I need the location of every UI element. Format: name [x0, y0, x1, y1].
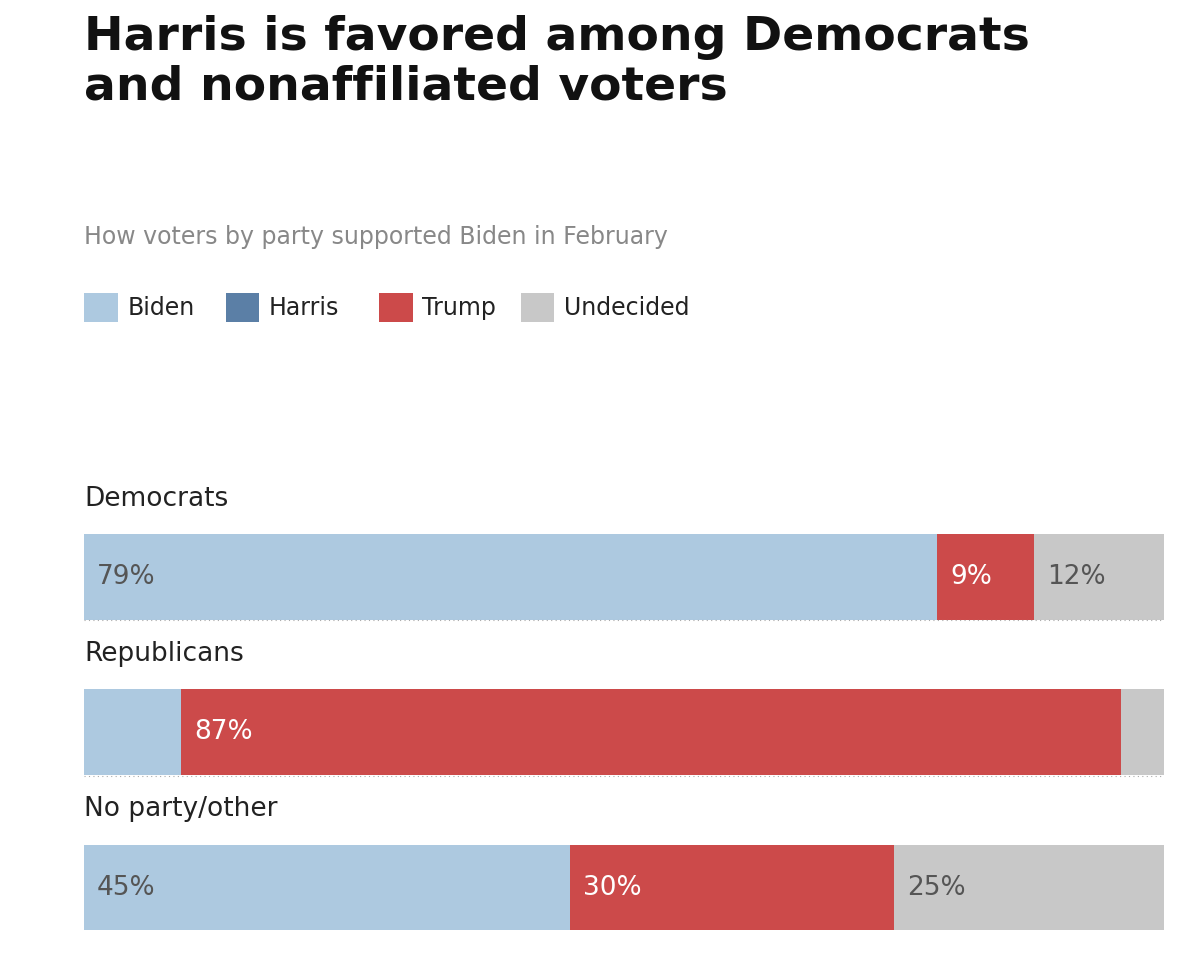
Bar	[937, 534, 1034, 619]
Text: 25%: 25%	[907, 874, 966, 901]
Text: Biden: Biden	[127, 296, 194, 319]
Bar	[84, 690, 181, 775]
Bar	[1121, 690, 1164, 775]
Bar	[570, 845, 894, 930]
Bar	[181, 690, 1121, 775]
Text: 87%: 87%	[194, 719, 253, 745]
Text: Harris: Harris	[269, 296, 340, 319]
Text: 79%: 79%	[97, 564, 156, 590]
Bar	[84, 845, 570, 930]
Text: 9%: 9%	[950, 564, 992, 590]
Text: No party/other: No party/other	[84, 796, 277, 823]
Text: Democrats: Democrats	[84, 486, 228, 512]
Text: 45%: 45%	[97, 874, 156, 901]
Text: Republicans: Republicans	[84, 641, 244, 667]
Text: 12%: 12%	[1048, 564, 1106, 590]
Text: 30%: 30%	[583, 874, 642, 901]
Text: How voters by party supported Biden in February: How voters by party supported Biden in F…	[84, 225, 668, 249]
Text: Undecided: Undecided	[564, 296, 690, 319]
Text: Trump: Trump	[422, 296, 497, 319]
Bar	[1034, 534, 1164, 619]
Bar	[84, 534, 937, 619]
Text: Harris is favored among Democrats
and nonaffiliated voters: Harris is favored among Democrats and no…	[84, 15, 1030, 109]
Bar	[894, 845, 1164, 930]
